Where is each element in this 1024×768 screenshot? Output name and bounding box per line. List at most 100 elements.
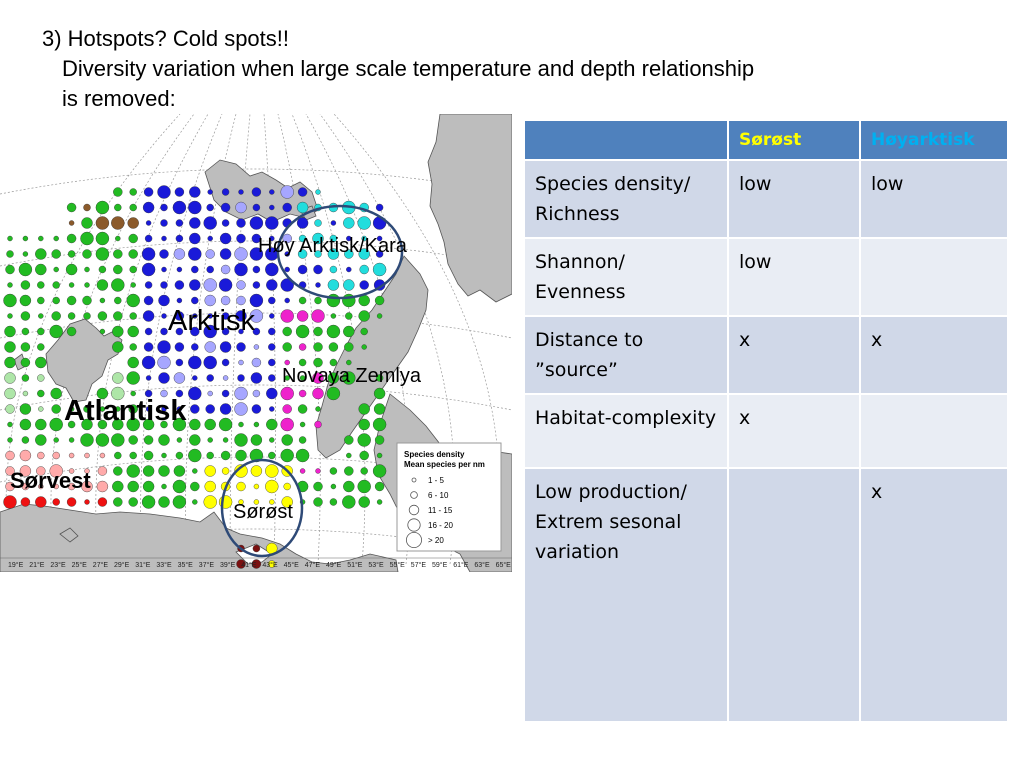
novaya-zemlya-land (315, 255, 429, 459)
station-dot (219, 232, 232, 245)
station-dot (172, 495, 187, 509)
station-dot (21, 482, 30, 491)
station-dot (313, 264, 323, 275)
station-dot (221, 327, 230, 336)
table-row: Species density/ Richness low low (523, 159, 1009, 239)
station-dot (158, 434, 170, 446)
station-dot (269, 313, 275, 319)
species-density-map: Høy Arktisk/Kara Arktisk Novaya Zemlya A… (0, 114, 512, 572)
station-dot (161, 235, 167, 242)
station-dot (38, 313, 44, 319)
station-dot (236, 295, 246, 306)
station-dot (280, 386, 294, 401)
station-dot (298, 296, 307, 305)
station-dot (372, 464, 387, 478)
station-dot (68, 468, 75, 474)
station-dot (236, 481, 246, 492)
station-dot (176, 437, 183, 443)
station-dot (129, 451, 137, 460)
station-dot (251, 187, 262, 197)
station-dot (4, 325, 16, 338)
station-dot (249, 293, 264, 308)
station-dot (141, 247, 156, 261)
station-dot (249, 247, 264, 261)
station-dot (127, 356, 139, 369)
station-dot (20, 342, 31, 352)
station-dot (204, 341, 216, 353)
station-dot (127, 480, 139, 493)
station-dot (312, 387, 324, 400)
station-dot (192, 468, 198, 474)
station-dot (35, 356, 47, 369)
station-dot (38, 483, 44, 490)
station-dot (112, 418, 124, 431)
station-dot (330, 483, 337, 490)
station-dot (52, 451, 60, 460)
station-dot (37, 389, 45, 398)
station-dot (173, 465, 186, 477)
station-dot (251, 233, 262, 244)
station-dot (251, 357, 262, 368)
station-dot (82, 295, 92, 306)
station-dot (188, 200, 202, 215)
station-dot (5, 264, 15, 275)
legend-item-label: 11 - 15 (428, 506, 453, 515)
station-dot (251, 404, 262, 414)
station-dot (192, 313, 198, 319)
station-dot (49, 417, 63, 432)
station-dot (130, 390, 136, 397)
station-dot (176, 406, 183, 412)
station-dot (269, 499, 275, 505)
title-line-1: 3) Hotspots? Cold spots!! (42, 26, 290, 51)
station-dot (67, 250, 76, 258)
table-row: Habitat-complexity x (523, 393, 1009, 469)
station-dot (207, 235, 213, 242)
station-dot (35, 496, 47, 508)
station-dot (326, 386, 341, 401)
station-dot (361, 344, 367, 350)
station-dot (38, 406, 44, 412)
station-dot (142, 480, 155, 493)
station-dot (203, 324, 217, 339)
station-dot (358, 403, 370, 415)
station-dot (205, 404, 215, 414)
station-dot (238, 189, 244, 195)
station-dot (145, 220, 152, 226)
lon-tick-label: 19°E (8, 561, 24, 569)
station-dot (3, 293, 17, 308)
cell-sorost (727, 467, 861, 723)
station-dot (343, 480, 355, 493)
station-dot (158, 496, 170, 508)
station-dot (97, 497, 108, 507)
station-dot (113, 187, 123, 197)
station-dot (359, 450, 369, 461)
station-dot (97, 419, 108, 430)
station-dot (66, 497, 77, 507)
station-dot (172, 479, 187, 494)
station-dot (345, 312, 353, 320)
station-dot (327, 248, 340, 260)
label-sorvest: Sørvest (10, 468, 91, 493)
station-dot (358, 248, 370, 260)
map-legend: Species density Mean species per nm 1 - … (396, 442, 502, 552)
legend-item-label: > 20 (428, 536, 444, 545)
station-dot (236, 233, 246, 244)
station-dot (190, 481, 200, 492)
cell-hoyarktisk (859, 393, 1009, 469)
station-dot (99, 328, 106, 335)
station-dot (220, 202, 231, 213)
station-dot (268, 296, 276, 305)
station-dot (143, 187, 154, 197)
station-dot (221, 467, 230, 475)
station-dot (19, 294, 32, 307)
cell-sorost: x (727, 393, 861, 469)
station-dot (297, 404, 308, 414)
row-label: Shannon/ Evenness (523, 237, 729, 317)
station-dot (67, 312, 76, 320)
station-dot (128, 233, 138, 244)
station-dot (282, 404, 292, 414)
station-dot (49, 324, 63, 339)
station-dot (357, 433, 371, 447)
station-dot (329, 498, 338, 506)
station-dot (4, 341, 16, 353)
